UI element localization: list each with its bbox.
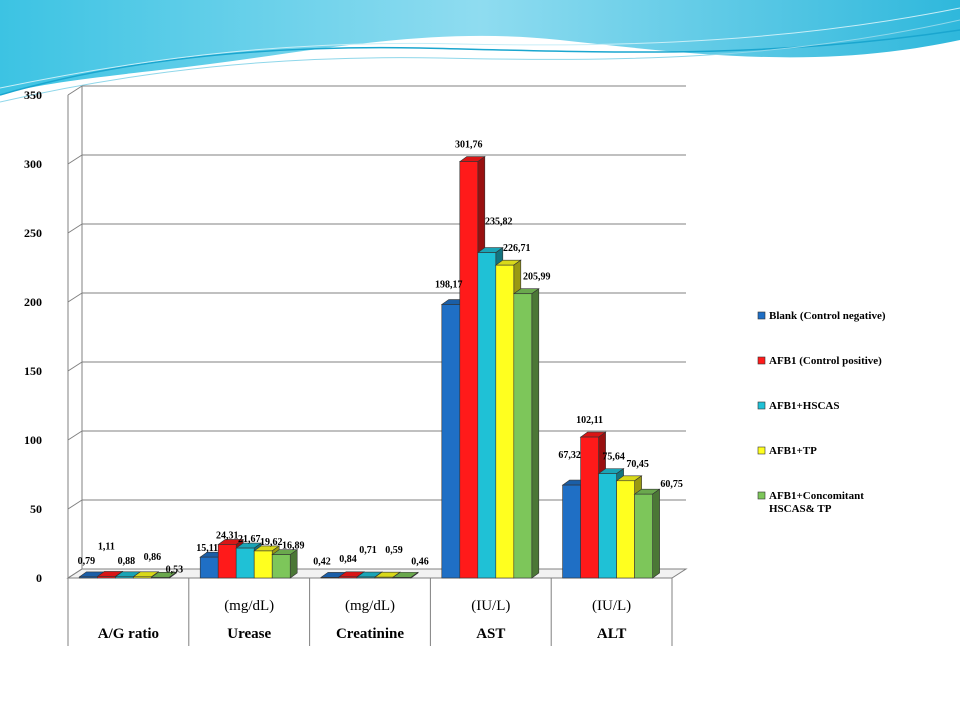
bar: [235, 547, 255, 579]
gridline-side: [67, 430, 83, 441]
bar: [477, 252, 497, 579]
category-label: Urease: [227, 626, 271, 642]
gridline-side: [67, 85, 83, 96]
bar: [133, 576, 152, 579]
bar: [459, 161, 479, 579]
bar: [392, 577, 412, 579]
data-label: 0,59: [385, 545, 403, 556]
bar: [598, 473, 617, 579]
legend-label: AFB1+TP: [769, 445, 817, 457]
data-label: 24,31: [216, 530, 239, 541]
bar-side-face: [531, 288, 540, 579]
legend-swatch: [757, 446, 766, 455]
bar: [97, 576, 116, 579]
bar: [271, 554, 291, 579]
bar: [580, 436, 599, 579]
gridline-side: [67, 223, 83, 234]
legend-label: Blank (Control negative): [769, 310, 886, 322]
data-label: 16,89: [282, 541, 305, 552]
bar: [495, 264, 515, 579]
data-label: 0,46: [411, 556, 429, 567]
data-label: 235,82: [485, 217, 513, 228]
bar: [634, 493, 653, 579]
gridline-side: [67, 154, 83, 165]
data-label: 1,11: [98, 541, 115, 552]
data-label: 75,64: [602, 452, 625, 463]
legend-label: AFB1+Concomitant: [769, 490, 864, 502]
data-label: 19,62: [260, 537, 283, 548]
data-label: 102,11: [576, 415, 603, 426]
legend-label: AFB1+HSCAS: [769, 400, 839, 412]
data-label: 15,11: [196, 543, 218, 554]
data-label: 0,84: [339, 554, 357, 565]
category-unit-label: (IU/L): [471, 598, 510, 614]
chart-legend: Blank (Control negative) AFB1 (Control po…: [757, 310, 886, 515]
bar: [253, 550, 273, 579]
category-label: ALT: [597, 626, 626, 642]
data-label: 70,45: [626, 459, 649, 470]
data-label: 0,86: [144, 552, 162, 563]
y-tick-label: 300: [24, 157, 42, 171]
legend-label: AFB1 (Control positive): [769, 355, 882, 367]
y-tick-label: 50: [30, 502, 42, 516]
bar: [441, 304, 461, 579]
data-label: 0,88: [118, 556, 136, 567]
category-unit-label: (mg/dL): [345, 598, 395, 614]
bar: [151, 576, 170, 579]
gridline-side: [67, 499, 83, 510]
data-label: 198,17: [435, 280, 463, 291]
bar: [79, 576, 98, 579]
gridline-side: [67, 361, 83, 372]
y-tick-label: 250: [24, 226, 42, 240]
data-label: 67,32: [558, 450, 581, 461]
y-tick-label: 150: [24, 364, 42, 378]
data-label: 205,99: [523, 272, 551, 283]
legend-label: HSCAS& TP: [769, 503, 832, 515]
bar: [374, 576, 394, 579]
gridline-side: [67, 568, 83, 579]
legend-swatch: [757, 401, 766, 410]
bar: [199, 556, 219, 579]
data-label: 0,71: [359, 545, 377, 556]
data-label: 21,67: [238, 534, 261, 545]
data-label: 0,42: [313, 556, 331, 567]
chart-category-labels: A/G ratio (mg/dL) Urease (mg/dL) Creatinine (…: [67, 578, 673, 646]
bar: [115, 576, 134, 579]
bar-side-face: [652, 488, 660, 579]
y-tick-label: 100: [24, 433, 42, 447]
data-label: 60,75: [660, 479, 683, 490]
bar: [513, 293, 533, 579]
slide-header-decoration: [0, 0, 960, 103]
legend-swatch: [757, 491, 766, 500]
bar: [320, 577, 340, 579]
chart-data-labels: 0,791,110,88 0,86 0,53 15,11 24,31 21,67 19,62…: [78, 140, 683, 576]
gridline-side: [67, 292, 83, 303]
bar: [338, 576, 358, 579]
bar: [356, 576, 376, 579]
y-tick-label: 0: [36, 571, 42, 585]
data-label: 301,76: [455, 140, 483, 151]
y-tick-label: 350: [24, 88, 42, 102]
category-unit-label: (IU/L): [592, 598, 631, 614]
category-label: Creatinine: [336, 626, 404, 642]
bar: [562, 484, 581, 579]
category-label: AST: [476, 626, 505, 642]
data-label: 226,71: [503, 243, 531, 254]
data-label: 0,79: [78, 556, 96, 567]
legend-swatch: [757, 356, 766, 365]
chart-bars: [78, 155, 661, 579]
bar-side-face: [289, 549, 298, 579]
data-label: 0,53: [166, 564, 184, 575]
y-tick-label: 200: [24, 295, 42, 309]
bar: [217, 544, 237, 579]
bar: [616, 480, 635, 579]
legend-swatch: [757, 311, 766, 320]
category-label: A/G ratio: [98, 626, 159, 642]
category-unit-label: (mg/dL): [224, 598, 274, 614]
